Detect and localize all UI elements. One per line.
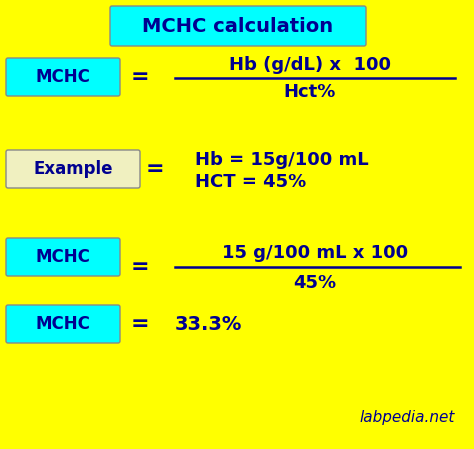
Text: =: =: [131, 257, 149, 277]
Text: Hb = 15g/100 mL: Hb = 15g/100 mL: [195, 151, 369, 169]
Text: MCHC: MCHC: [36, 315, 91, 333]
FancyBboxPatch shape: [6, 238, 120, 276]
Text: =: =: [146, 159, 164, 179]
Text: Example: Example: [33, 160, 113, 178]
FancyBboxPatch shape: [6, 150, 140, 188]
Text: Hb (g/dL) x  100: Hb (g/dL) x 100: [229, 56, 391, 74]
FancyBboxPatch shape: [6, 58, 120, 96]
Text: 15 g/100 mL x 100: 15 g/100 mL x 100: [222, 244, 408, 262]
FancyBboxPatch shape: [6, 305, 120, 343]
Text: HCT = 45%: HCT = 45%: [195, 173, 306, 191]
Text: =: =: [131, 67, 149, 87]
Text: MCHC: MCHC: [36, 68, 91, 86]
Text: 45%: 45%: [293, 274, 337, 292]
FancyBboxPatch shape: [110, 6, 366, 46]
Text: MCHC calculation: MCHC calculation: [143, 17, 334, 35]
Text: 33.3%: 33.3%: [175, 314, 242, 334]
Text: Hct%: Hct%: [284, 83, 336, 101]
Text: labpedia.net: labpedia.net: [360, 410, 455, 425]
Text: =: =: [131, 314, 149, 334]
Text: MCHC: MCHC: [36, 248, 91, 266]
